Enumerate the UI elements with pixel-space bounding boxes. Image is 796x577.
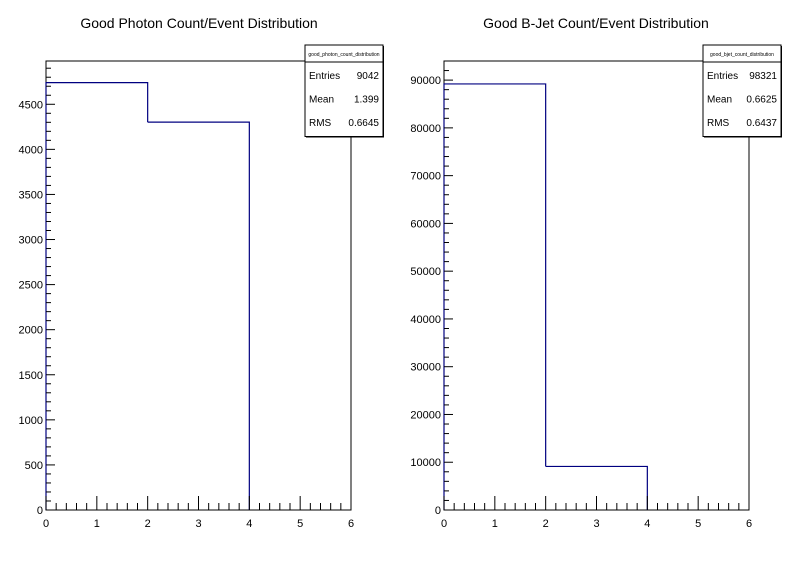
stats-label: Mean (707, 95, 732, 106)
stats-name: good_photon_count_distribution (308, 52, 379, 58)
stats-box (304, 44, 384, 137)
histogram-bar (147, 121, 250, 510)
histogram-bar (545, 465, 648, 510)
stats-value: 0.6645 (348, 118, 379, 129)
stats-box (702, 44, 782, 137)
y-tick-label: 30000 (410, 362, 441, 374)
chart-title: Good Photon Count/Event Distribution (80, 15, 317, 31)
y-tick-label: 0 (435, 505, 441, 517)
y-tick-label: 500 (25, 460, 43, 472)
y-tick-label: 10000 (410, 457, 441, 469)
x-tick-label: 1 (94, 518, 100, 530)
y-tick-label: 3500 (19, 189, 43, 201)
histogram-bar (443, 83, 547, 510)
x-tick-label: 3 (195, 518, 201, 530)
stats-value: 98321 (749, 71, 777, 82)
y-tick-label: 1500 (19, 370, 43, 382)
y-tick-label: 2500 (19, 280, 43, 292)
x-tick-label: 2 (145, 518, 151, 530)
stats-name: good_bjet_count_distribution (710, 52, 774, 58)
pad-photon: Good Photon Count/Event Distribution 0 1 2 3… (19, 15, 384, 530)
stats-label: RMS (309, 118, 332, 129)
y-tick-label: 70000 (410, 171, 441, 183)
stats-label: Entries (309, 71, 340, 82)
y-tick-label: 90000 (410, 75, 441, 87)
stats-value: 1.399 (354, 95, 379, 106)
y-tick-label: 3000 (19, 235, 43, 247)
stats-value: 0.6437 (746, 118, 777, 129)
x-tick-label: 0 (43, 518, 49, 530)
stats-value: 0.6625 (746, 95, 777, 106)
y-tick-label: 4000 (19, 144, 43, 156)
x-tick-label: 4 (644, 518, 650, 530)
x-tick-label: 1 (492, 518, 498, 530)
stats-label: Entries (707, 71, 738, 82)
stats-value: 9042 (357, 71, 380, 82)
stats-label: RMS (707, 118, 730, 129)
histogram-bar (45, 82, 149, 510)
x-tick-label: 6 (348, 518, 354, 530)
y-tick-label: 1000 (19, 415, 43, 427)
x-tick-label: 2 (543, 518, 549, 530)
y-tick-label: 80000 (410, 123, 441, 135)
y-tick-label: 0 (37, 505, 43, 517)
chart-title: Good B-Jet Count/Event Distribution (483, 15, 709, 31)
y-tick-label: 20000 (410, 409, 441, 421)
x-tick-label: 5 (695, 518, 701, 530)
x-tick-label: 3 (593, 518, 599, 530)
y-tick-label: 50000 (410, 266, 441, 278)
x-tick-label: 5 (297, 518, 303, 530)
pad-bjet: Good B-Jet Count/Event Distribution 0 1 2 3 4… (410, 15, 782, 530)
x-tick-label: 4 (246, 518, 252, 530)
y-tick-label: 2000 (19, 325, 43, 337)
x-tick-label: 0 (441, 518, 447, 530)
stats-label: Mean (309, 95, 334, 106)
y-tick-label: 4500 (19, 99, 43, 111)
x-tick-label: 6 (746, 518, 752, 530)
y-tick-label: 40000 (410, 314, 441, 326)
y-tick-label: 60000 (410, 218, 441, 230)
